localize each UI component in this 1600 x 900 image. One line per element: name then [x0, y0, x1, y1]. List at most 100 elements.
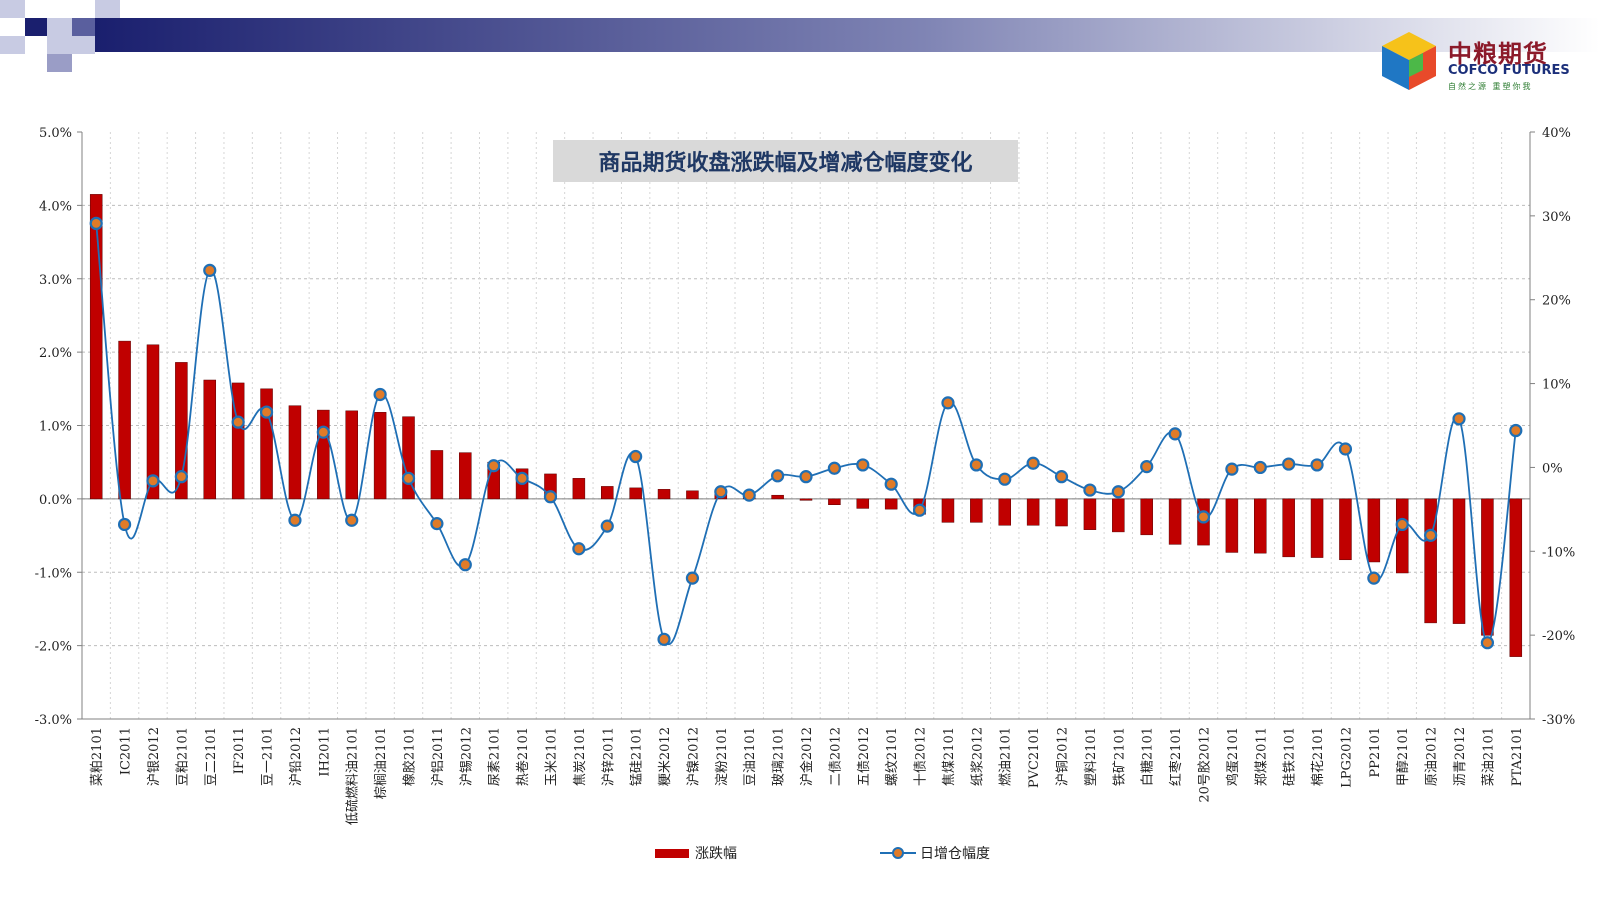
- bar: [345, 410, 358, 500]
- category-label: 20号胶2012: [1196, 727, 1212, 803]
- category-label: PP2101: [1368, 727, 1383, 778]
- line-point: [856, 458, 870, 472]
- bar: [1112, 498, 1125, 533]
- line-point: [941, 396, 955, 410]
- line-point: [1509, 423, 1523, 438]
- bar: [1083, 498, 1097, 530]
- chart-title: 商品期货收盘涨跌幅及增减仓幅度变化: [598, 151, 973, 176]
- left-tick-label: 4.0%: [39, 199, 72, 214]
- category-label: 热卷2101: [515, 727, 531, 786]
- right-tick-label: -10%: [1542, 545, 1575, 560]
- bar: [572, 478, 586, 500]
- brand-name-cn: 中粮期货: [1448, 40, 1548, 68]
- category-label: 沪铝2011: [430, 727, 446, 786]
- line-point: [771, 469, 785, 483]
- category-label: 燃油2101: [998, 727, 1014, 786]
- category-label: 沪金2012: [799, 727, 815, 786]
- line-point: [89, 216, 103, 231]
- category-label: 淀粉2101: [715, 727, 730, 786]
- left-tick-label: 3.0%: [39, 273, 72, 288]
- right-tick-label: 30%: [1542, 210, 1571, 225]
- line-point: [1026, 456, 1040, 470]
- right-tick-label: -20%: [1542, 629, 1575, 644]
- bar: [1509, 498, 1523, 657]
- line-point: [600, 519, 614, 533]
- right-tick-label: 20%: [1542, 294, 1571, 309]
- bar: [799, 498, 813, 501]
- category-label: 豆一2101: [261, 727, 276, 786]
- category-label: 沪锌2011: [600, 727, 616, 786]
- line-point: [1452, 412, 1466, 426]
- line-point: [1196, 510, 1211, 524]
- line-point: [515, 471, 529, 485]
- left-tick-label: -3.0%: [35, 713, 72, 728]
- bar: [856, 498, 870, 509]
- category-label: 沪银2012: [146, 727, 162, 786]
- cofco-logo: 中粮期货 COFCO FUTURES 自然之源 重塑你我: [1378, 30, 1593, 100]
- category-label: 原油2012: [1425, 727, 1440, 786]
- line-point: [629, 449, 643, 464]
- line-point: [174, 470, 188, 484]
- category-label: 锰硅2101: [630, 727, 645, 786]
- line-point: [458, 558, 472, 572]
- legend-line-swatch: [880, 847, 916, 859]
- category-label: 纸浆2012: [970, 727, 985, 786]
- line-point: [1083, 483, 1097, 497]
- line-point: [1395, 517, 1409, 532]
- chart-title-box: 商品期货收盘涨跌幅及增减仓幅度变化: [553, 140, 1018, 182]
- bar: [146, 344, 160, 500]
- bar: [260, 388, 273, 500]
- category-label: 沥青2012: [1453, 727, 1468, 786]
- category-label: 甲醇2101: [1395, 727, 1411, 786]
- bar: [317, 409, 330, 500]
- line-point: [401, 471, 416, 485]
- line-point: [1225, 462, 1239, 476]
- category-label: 沪锡2012: [458, 727, 474, 786]
- line-point: [203, 263, 217, 277]
- bar: [884, 498, 898, 510]
- category-label: 棕榈油2101: [374, 727, 389, 799]
- legend-item-line: 日增仓幅度: [880, 843, 990, 863]
- category-label: 焦炭2101: [573, 727, 588, 786]
- line-point: [912, 503, 927, 517]
- line-point: [316, 425, 330, 439]
- category-label: 豆粕2101: [175, 727, 190, 786]
- bar: [373, 412, 387, 500]
- bar: [629, 487, 642, 500]
- bar: [1310, 498, 1324, 558]
- category-label: 十债2012: [914, 727, 929, 786]
- line-point: [1282, 457, 1296, 471]
- line-point: [1338, 442, 1353, 456]
- line-point: [543, 490, 558, 504]
- legend-item-bar: 涨跌幅: [655, 843, 737, 863]
- category-label: 豆二2101: [204, 727, 219, 786]
- category-label: 菜粕2101: [90, 727, 105, 786]
- category-label: 白糖2101: [1140, 727, 1156, 786]
- line-point: [373, 387, 387, 402]
- line-point: [742, 488, 756, 502]
- line-point: [799, 470, 813, 484]
- bar: [1282, 498, 1295, 558]
- line-point: [1424, 528, 1438, 542]
- category-label: 硅铁2101: [1283, 727, 1298, 786]
- category-label: 沪铜2012: [1055, 727, 1071, 786]
- line-point: [1480, 636, 1495, 650]
- left-tick-label: 0.0%: [39, 493, 72, 508]
- line-point: [146, 474, 160, 488]
- chart-legend: 涨跌幅 日增仓幅度: [0, 843, 1600, 863]
- bar: [1452, 498, 1466, 624]
- category-label: 豆油2101: [743, 727, 758, 786]
- line-point: [572, 542, 586, 556]
- header-gradient-bar: [0, 0, 1600, 72]
- bar: [601, 486, 614, 500]
- category-label: IC2011: [119, 727, 134, 775]
- bar: [998, 498, 1011, 526]
- bar: [430, 450, 444, 500]
- right-tick-label: -30%: [1542, 713, 1575, 728]
- line-point: [969, 458, 983, 472]
- line-point: [259, 405, 274, 419]
- line-point: [1168, 427, 1182, 441]
- line-point: [998, 472, 1012, 486]
- bar: [686, 490, 699, 500]
